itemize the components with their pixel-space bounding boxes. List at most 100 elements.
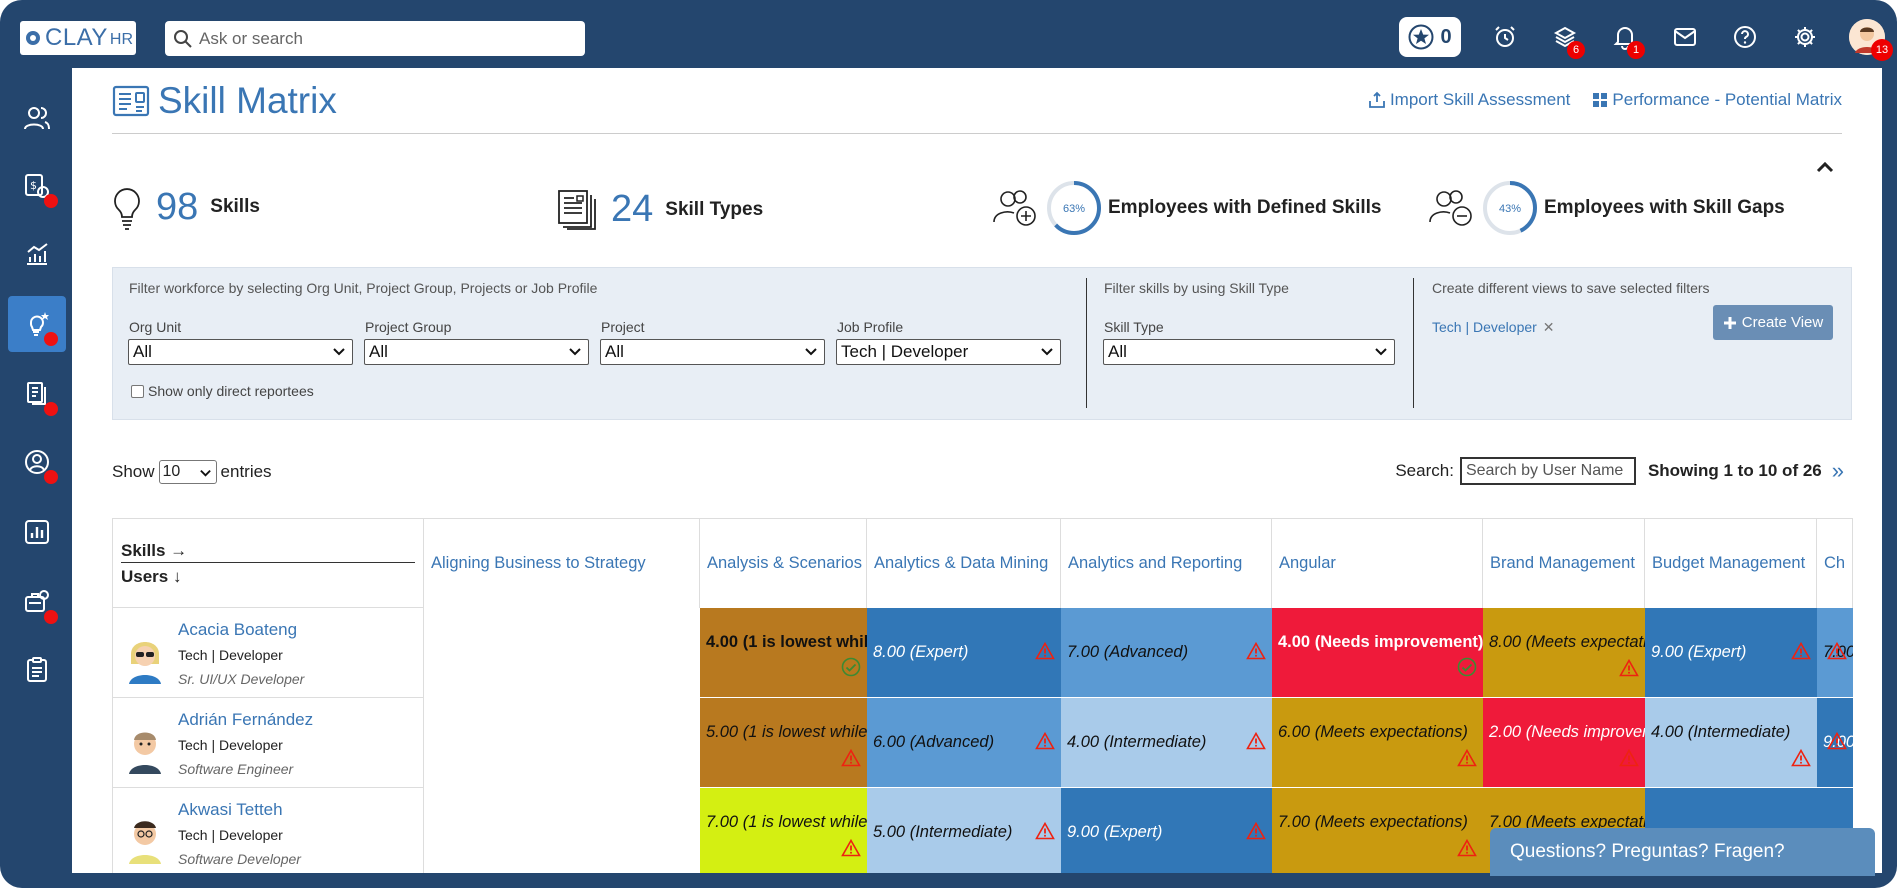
skill-rating-cell[interactable]: 7.00 (Advanced) [1061, 608, 1272, 698]
user-name-link[interactable]: Acacia Boateng [178, 620, 298, 639]
sidebar-item-payroll[interactable]: $ [8, 158, 66, 214]
warning-icon [1827, 731, 1847, 750]
collapse-stats-button[interactable] [1816, 160, 1834, 178]
project-group-select[interactable]: All [364, 339, 589, 365]
warning-icon [1827, 641, 1847, 665]
alarm-button[interactable] [1475, 15, 1535, 59]
remove-view-icon[interactable]: ✕ [1542, 319, 1555, 335]
sidebar-item-profile[interactable] [8, 434, 66, 490]
skill-rating-cell[interactable]: 7.00 (Meets expectations) [1272, 788, 1483, 873]
skill-type-label: Skill Type [1104, 319, 1164, 335]
project-select[interactable]: All [600, 339, 825, 365]
settings-button[interactable] [1775, 15, 1835, 59]
skill-rating-text: 7.00 (Meets expectations) [1278, 813, 1468, 831]
performance-potential-matrix-link[interactable]: Performance - Potential Matrix [1592, 90, 1842, 110]
skill-rating-cell[interactable]: 9.00 (Expert) [1645, 608, 1817, 698]
saved-view-chip[interactable]: Tech | Developer ✕ [1432, 319, 1554, 336]
org-unit-value: All [133, 342, 152, 361]
sidebar-item-recruit[interactable] [8, 574, 66, 630]
skills-dot [44, 332, 58, 346]
skill-rating-cell[interactable]: 6.00 (Meets expectations) [1272, 698, 1483, 788]
skill-rating-cell[interactable]: 9.00 (Expert) [1817, 698, 1853, 788]
skill-rating-cell[interactable]: 4.00 (1 is lowest while 10 is highest) [700, 608, 867, 698]
import-skill-assessment-link[interactable]: Import Skill Assessment [1368, 90, 1570, 110]
sidebar-item-documents[interactable] [8, 366, 66, 422]
entries-select[interactable]: 10 [158, 460, 217, 484]
skill-rating-cell[interactable]: 6.00 (Advanced) [867, 698, 1061, 788]
layers-badge: 6 [1567, 41, 1585, 59]
skill-rating-cell[interactable]: 4.00 (Intermediate) [1061, 698, 1272, 788]
sidebar-item-reports[interactable] [8, 504, 66, 560]
skill-rating-cell[interactable]: 5.00 (Intermediate) [867, 788, 1061, 873]
skill-rating-cell[interactable]: 4.00 (Needs improvement) [1272, 608, 1483, 698]
create-view-button[interactable]: Create View [1713, 305, 1833, 340]
skill-rating-cell[interactable]: 8.00 (Meets expectations) [1483, 608, 1645, 698]
skill-gaps-ring: 43% [1483, 181, 1537, 235]
user-role: Software Engineer [178, 761, 294, 777]
chevron-down-icon [805, 348, 817, 356]
warning-icon [841, 748, 861, 772]
import-link-label: Import Skill Assessment [1389, 90, 1571, 109]
user-role: Software Developer [178, 851, 301, 867]
column-header[interactable]: Analytics and Reporting [1061, 518, 1272, 608]
clayhr-logo[interactable]: CLAY HR [20, 21, 136, 55]
logo-mark-icon [26, 31, 40, 45]
employees-minus-icon [1429, 190, 1472, 226]
column-header[interactable]: Budget Management [1645, 518, 1817, 608]
mail-icon [1674, 28, 1696, 46]
user-avatar[interactable]: 13 [1849, 19, 1893, 61]
skill-rating-cell[interactable]: 2.00 (Needs improvement) [1483, 698, 1645, 788]
skill-rating-cell[interactable]: 5.00 (1 is lowest while 10 is highest) [700, 698, 867, 788]
payroll-dot [44, 194, 58, 208]
column-header[interactable]: Ch [1817, 518, 1853, 608]
sidebar: $ [0, 70, 72, 888]
header-divider [112, 133, 1842, 134]
chat-widget-button[interactable]: Questions? Preguntas? Fragen? [1490, 828, 1875, 876]
user-name-link[interactable]: Adrián Fernández [178, 710, 314, 729]
sidebar-item-tasks[interactable] [8, 642, 66, 698]
mail-button[interactable] [1655, 15, 1715, 59]
sidebar-item-skills[interactable] [8, 296, 66, 352]
sidebar-item-analytics[interactable] [8, 226, 66, 282]
chevron-up-icon [1816, 161, 1834, 173]
notifications-button[interactable]: 1 [1595, 15, 1655, 59]
column-header[interactable]: Analysis & Scenarios [700, 518, 867, 608]
user-name-link[interactable]: Akwasi Tetteh [178, 800, 283, 819]
next-page-icon[interactable]: » [1831, 458, 1844, 483]
layers-button[interactable]: 6 [1535, 15, 1595, 59]
skill-rating-cell[interactable]: 8.00 (Expert) [867, 608, 1061, 698]
skill-gaps-pct: 43% [1499, 203, 1521, 215]
column-header[interactable]: Angular [1272, 518, 1483, 608]
help-button[interactable] [1715, 15, 1775, 59]
skill-rating-text: 9.00 (Expert) [1651, 643, 1747, 661]
direct-reportees-checkbox[interactable]: Show only direct reportees [131, 383, 314, 399]
star-points-button[interactable]: 0 [1399, 17, 1461, 57]
checkbox-box[interactable] [131, 384, 144, 398]
column-header[interactable]: Brand Management [1483, 518, 1645, 608]
documents-stack-icon [558, 189, 596, 230]
skill-rating-cell[interactable]: 7.00 (1 is lowest while 10 is highest) [700, 788, 867, 873]
column-header[interactable]: Analytics & Data Mining [867, 518, 1061, 608]
plus-icon [1723, 316, 1736, 329]
user-search-input[interactable] [1459, 457, 1636, 485]
skill-rating-text: 7.00 (1 is lowest while 10 is highest) [706, 813, 867, 831]
job-profile-select[interactable]: Tech | Developer [836, 339, 1061, 365]
documents-dot [44, 402, 58, 416]
chevron-down-icon [333, 348, 345, 356]
skill-type-select[interactable]: All [1103, 339, 1395, 365]
warning-icon [1791, 641, 1811, 660]
people-icon [24, 107, 50, 130]
global-search-input[interactable] [199, 28, 569, 49]
chevron-down-icon [1041, 348, 1053, 356]
defined-skills-label: Employees with Defined Skills [1108, 197, 1382, 218]
user-department: Tech | Developer [178, 827, 283, 843]
sidebar-item-people[interactable] [8, 90, 66, 146]
warning-icon [841, 838, 861, 862]
skill-rating-text: 5.00 (1 is lowest while 10 is highest) [706, 723, 867, 741]
skill-rating-cell[interactable]: 9.00 (Expert) [1061, 788, 1272, 873]
warning-icon [1246, 641, 1266, 660]
skill-rating-cell[interactable]: 7.00 (Advanced) [1817, 608, 1853, 698]
org-unit-select[interactable]: All [128, 339, 353, 365]
skill-rating-cell[interactable]: 4.00 (Intermediate) [1645, 698, 1817, 788]
column-header[interactable]: Aligning Business to Strategy [424, 518, 700, 608]
